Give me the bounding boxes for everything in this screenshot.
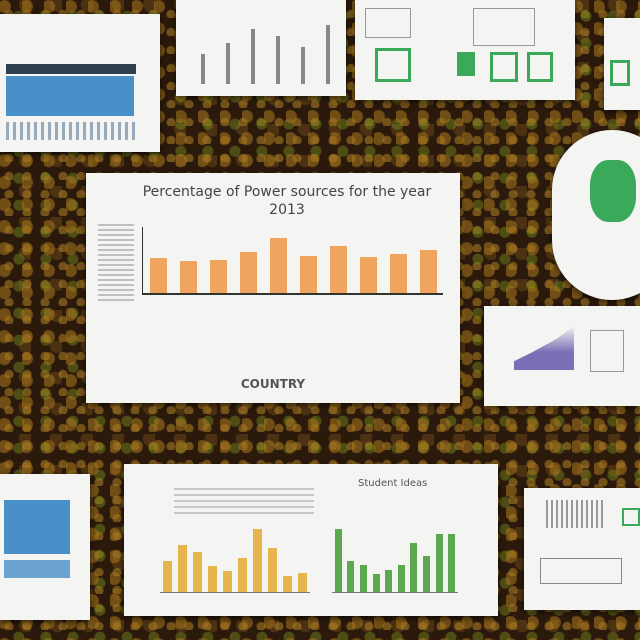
bottom-left-plot — [160, 522, 310, 593]
mini-bar — [276, 35, 280, 84]
mini-bar — [201, 54, 205, 84]
chart-bar — [149, 258, 167, 293]
blue-panel — [6, 76, 134, 116]
plot-area — [142, 227, 443, 295]
blue-panel — [4, 500, 70, 554]
bottom-left-legend — [174, 484, 314, 514]
chart-bar — [359, 257, 377, 293]
mini-chart-bar — [423, 556, 430, 592]
chart-bar — [389, 254, 407, 293]
dark-strip — [6, 64, 136, 74]
bar-chart-card-top — [176, 0, 346, 96]
chart-bar — [419, 249, 437, 293]
mini-chart-bar — [223, 571, 232, 592]
green-blob — [590, 160, 636, 222]
y-axis-label — [98, 221, 134, 301]
area-chart-card-right — [484, 306, 640, 406]
dashboard-card-bottom-left — [0, 474, 90, 620]
dashboard-card-top-left — [0, 14, 160, 152]
mini-chart-bar — [178, 544, 187, 592]
x-axis-label: COUNTRY — [240, 377, 306, 391]
mini-bar — [301, 47, 305, 84]
mini-chart-bar — [334, 529, 342, 592]
diagram-card-top-right — [604, 18, 640, 110]
chart-bar — [329, 245, 347, 293]
mini-chart-bar — [397, 565, 405, 592]
mini-bar — [326, 24, 330, 84]
bottom-chart-card: Student Ideas — [124, 464, 498, 616]
chart-bar — [209, 260, 227, 293]
bottom-chart-title: Student Ideas — [358, 478, 428, 489]
mini-chart-bar — [253, 529, 262, 592]
mini-chart-bar — [283, 576, 292, 592]
chart-bar — [239, 251, 257, 293]
main-chart-card: Percentage of Power sources for the year… — [86, 173, 460, 403]
mini-chart-bar — [448, 533, 456, 592]
chart-bar — [269, 238, 287, 293]
mini-chart-bar — [410, 542, 418, 592]
mini-chart-bar — [238, 558, 247, 592]
mini-chart-bar — [347, 560, 355, 592]
mini-chart-bar — [372, 574, 380, 592]
mini-chart-bar — [360, 565, 367, 592]
mini-chart-bar — [435, 533, 443, 592]
chart-bar — [299, 256, 317, 293]
mini-bar — [226, 43, 230, 84]
mini-chart-bar — [163, 560, 172, 592]
mini-chart-bar — [268, 547, 277, 592]
bottom-right-plot — [332, 522, 458, 593]
mini-chart-bar — [208, 565, 217, 592]
diagram-card-top — [355, 0, 575, 100]
chart-bar — [179, 260, 197, 293]
panel-lines — [6, 122, 136, 140]
circle-diagram-right — [552, 130, 640, 300]
mini-chart-bar — [193, 552, 202, 592]
area-chart — [514, 326, 574, 370]
chart-title: Percentage of Power sources for the year… — [142, 184, 432, 218]
diagram-card-bottom-right — [524, 488, 640, 610]
mini-chart-bar — [298, 573, 307, 592]
mini-chart-bar — [385, 569, 393, 592]
mini-bar — [251, 28, 255, 84]
